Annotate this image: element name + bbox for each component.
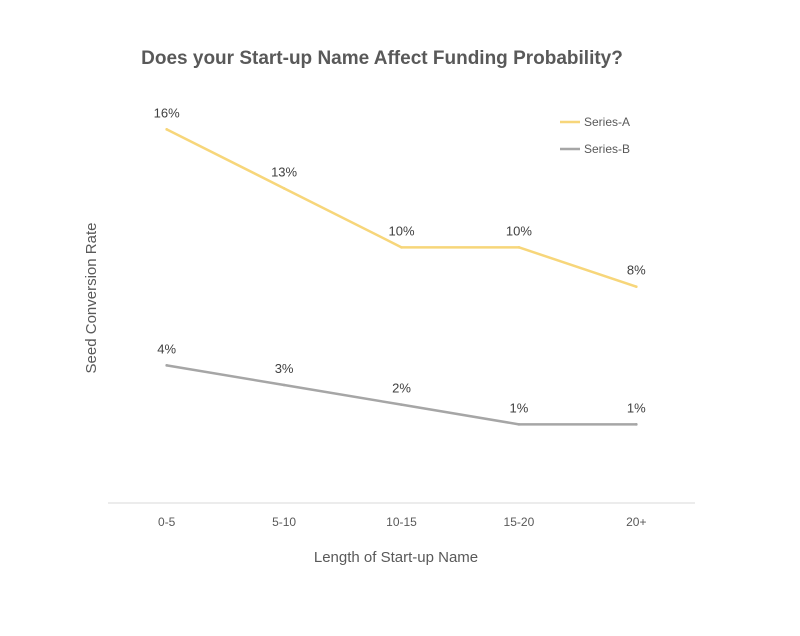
data-point [517, 246, 521, 249]
data-label: 1% [627, 400, 646, 415]
y-axis-label: Seed Conversion Rate [83, 223, 100, 374]
data-label: 3% [275, 361, 294, 376]
x-axis-label: Length of Start-up Name [314, 549, 478, 566]
data-point [635, 423, 638, 426]
data-point [165, 128, 168, 131]
x-tick-label: 15-20 [504, 515, 535, 529]
data-label: 16% [154, 105, 180, 120]
x-tick-labels: 0-5 5-10 10-15 15-20 20+ [158, 515, 646, 529]
data-label: 2% [392, 381, 411, 396]
data-label: 10% [506, 223, 532, 238]
series-layer: 16% 13% 10% 10% 8% 4% 3% 2% 1% 1% [154, 105, 646, 426]
data-label: 13% [271, 164, 297, 179]
x-tick-label: 5-10 [272, 515, 296, 529]
series-line-series-a [165, 128, 638, 288]
data-point [282, 187, 286, 190]
data-label: 10% [388, 223, 414, 238]
data-point [517, 423, 521, 426]
x-tick-label: 10-15 [386, 515, 417, 529]
data-label: 1% [510, 400, 529, 415]
data-label: 4% [157, 341, 176, 356]
data-point [400, 246, 403, 249]
legend: Series-A Series-B [560, 115, 630, 156]
data-label: 8% [627, 263, 646, 278]
legend-label: Series-B [584, 142, 630, 156]
x-tick-label: 0-5 [158, 515, 176, 529]
legend-label: Series-A [584, 115, 630, 129]
x-tick-label: 20+ [626, 515, 646, 529]
data-point [282, 383, 286, 387]
chart-title: Does your Start-up Name Affect Funding P… [141, 48, 623, 69]
data-point [635, 285, 638, 288]
data-point [165, 364, 168, 367]
data-point [400, 403, 403, 406]
